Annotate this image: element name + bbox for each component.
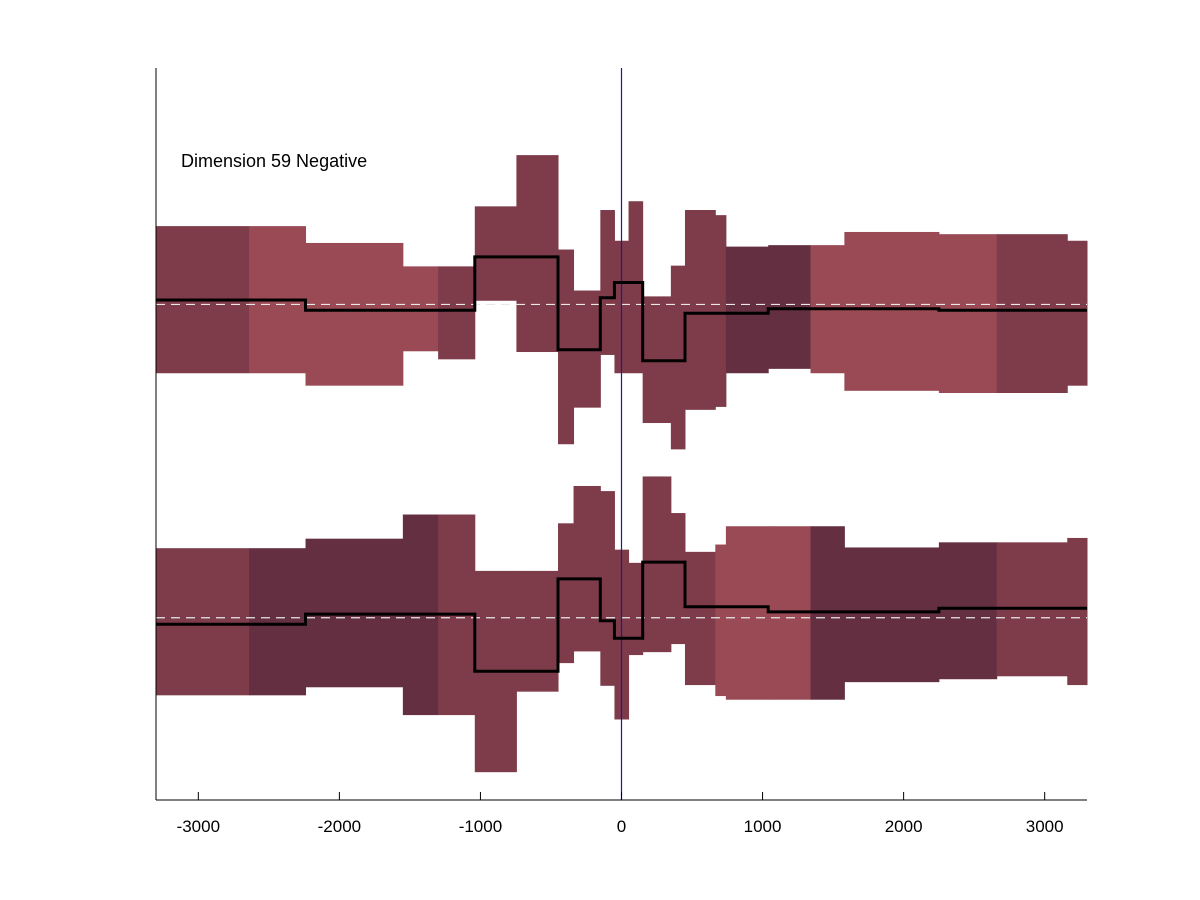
- band-segment-0-7: [558, 249, 575, 445]
- x-tick-label: -2000: [318, 817, 361, 836]
- band-segment-0-4: [438, 266, 476, 360]
- band-segment-1-16: [725, 526, 769, 700]
- band-segment-0-5: [474, 206, 517, 301]
- x-tick-label: 2000: [885, 817, 923, 836]
- band-segment-0-11: [628, 201, 644, 374]
- band-segment-0-20: [938, 234, 998, 394]
- band-segment-1-20: [938, 542, 998, 680]
- band-segment-0-19: [844, 231, 940, 391]
- band-segment-1-13: [670, 513, 686, 645]
- x-tick-label: 1000: [744, 817, 782, 836]
- band-segment-0-21: [996, 234, 1068, 394]
- band-segment-0-9: [600, 210, 615, 355]
- band-segment-1-19: [844, 547, 940, 683]
- band-segment-0-15: [715, 215, 727, 407]
- band-segment-0-2: [305, 242, 404, 386]
- band-segment-0-16: [725, 246, 769, 374]
- x-ticks: -3000 -2000 -1000 0 1000 2000 3000: [177, 792, 1064, 836]
- x-tick-label: 3000: [1026, 817, 1064, 836]
- x-tick-label: -3000: [177, 817, 220, 836]
- band-segment-1-15: [715, 544, 727, 697]
- x-tick-label: -1000: [459, 817, 502, 836]
- x-tick-label: 0: [617, 817, 626, 836]
- band-segment-0-22: [1067, 240, 1088, 386]
- band-segment-1-12: [642, 476, 672, 653]
- band-segment-1-7: [558, 523, 575, 664]
- band-segment-0-17: [768, 245, 812, 369]
- band-segment-0-14: [684, 210, 716, 410]
- confidence-bands: [156, 155, 1088, 773]
- band-segment-1-9: [600, 491, 615, 686]
- band-segment-1-6: [516, 570, 559, 692]
- step-lines: [156, 255, 1087, 673]
- band-segment-0-6: [516, 155, 559, 353]
- band-segment-1-22: [1067, 537, 1088, 686]
- band-segment-0-13: [670, 265, 686, 450]
- chart-annotation: Dimension 59 Negative: [181, 151, 367, 171]
- band-segment-1-1: [249, 548, 307, 696]
- step-line-1: [156, 560, 1087, 673]
- band-segment-1-0: [156, 548, 250, 696]
- band-segment-1-14: [684, 551, 716, 686]
- band-segment-1-8: [573, 485, 601, 652]
- step-line-0: [156, 255, 1087, 363]
- band-segment-1-11: [628, 562, 644, 656]
